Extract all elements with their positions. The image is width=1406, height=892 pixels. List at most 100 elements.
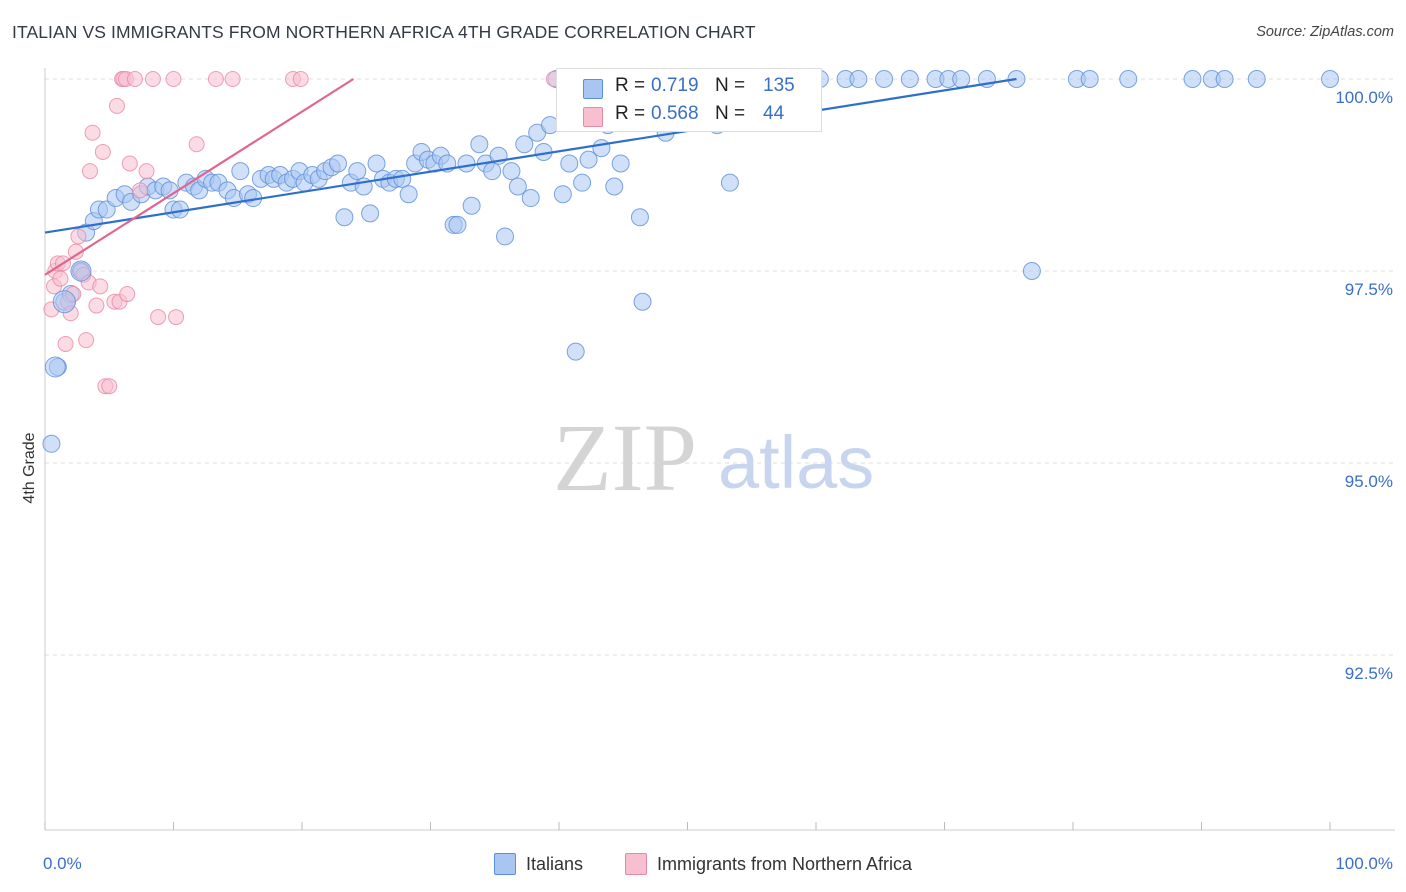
italians-point xyxy=(508,177,527,196)
italians-point xyxy=(521,189,540,208)
italians-point xyxy=(328,154,347,173)
italians-point xyxy=(470,135,489,154)
italians-point xyxy=(1247,70,1266,88)
italians-point xyxy=(457,154,476,173)
tick-labels: 100.0% 97.5% 95.0% 92.5% 0.0% 100.0% xyxy=(43,88,1393,873)
italians-point xyxy=(553,185,572,204)
immigrants-point xyxy=(70,228,87,245)
n-value: 135 xyxy=(763,75,795,96)
n-value: 44 xyxy=(763,103,785,124)
immigrants-point xyxy=(188,136,205,153)
immigrants-point xyxy=(78,332,95,349)
italians-swatch xyxy=(583,79,603,99)
legend-item-immigrants[interactable]: Immigrants from Northern Africa xyxy=(624,850,913,878)
y-tick-label: 100.0% xyxy=(1335,88,1393,107)
trend-lines xyxy=(44,77,1017,276)
italians-point xyxy=(448,215,467,234)
italians-point xyxy=(52,290,76,314)
legend-row-italians: R = 0.719 N = 135 xyxy=(557,73,821,101)
italians-point xyxy=(849,70,868,88)
immigrants-point xyxy=(207,71,224,87)
immigrants-point xyxy=(126,71,143,87)
immigrants-point xyxy=(81,163,98,180)
r-value: 0.719 xyxy=(651,75,699,96)
n-label: N = xyxy=(715,75,746,96)
italians-point xyxy=(483,162,502,181)
chart-title: ITALIAN VS IMMIGRANTS FROM NORTHERN AFRI… xyxy=(12,22,756,42)
legend-item-italians[interactable]: Italians xyxy=(493,850,583,878)
r-label: R = xyxy=(615,75,646,96)
immigrants-point xyxy=(94,143,111,160)
immigrants-point xyxy=(88,297,105,314)
italians-point xyxy=(1215,70,1234,88)
italians-point xyxy=(1022,262,1041,280)
immigrants-point xyxy=(84,124,101,141)
italians-point xyxy=(70,260,92,282)
r-value: 0.568 xyxy=(651,103,699,124)
italians-point xyxy=(42,434,61,453)
italians-point xyxy=(44,356,66,378)
source-credit: Source: ZipAtlas.com xyxy=(1256,24,1394,40)
italians-point xyxy=(720,173,739,192)
x-tick-label: 0.0% xyxy=(43,854,82,873)
italians-point xyxy=(605,177,624,196)
immigrants-point xyxy=(108,97,125,114)
immigrants-point xyxy=(168,309,185,326)
legend-row-immigrants: R = 0.568 N = 44 xyxy=(557,101,821,129)
watermark-atlas: atlas xyxy=(718,421,874,504)
italians-point xyxy=(335,208,354,227)
immigrants-swatch xyxy=(624,853,647,875)
italians-point xyxy=(1321,70,1339,88)
immigrants-point xyxy=(165,71,182,87)
italians-point xyxy=(875,70,894,88)
italians-point xyxy=(515,135,534,154)
y-tick-label: 92.5% xyxy=(1345,664,1393,683)
italians-swatch xyxy=(493,853,516,875)
italians-point xyxy=(1183,70,1202,88)
italians-point xyxy=(367,154,386,173)
italians-point xyxy=(1080,70,1099,88)
y-tick-label: 95.0% xyxy=(1345,472,1393,491)
immigrants-point xyxy=(52,270,69,287)
immigrants-point xyxy=(57,335,74,352)
legend-label: Immigrants from Northern Africa xyxy=(656,853,913,874)
italians-point xyxy=(579,150,598,169)
immigrants-point xyxy=(92,278,109,295)
legend-label: Italians xyxy=(525,853,583,874)
series-legend: Italians Immigrants from Northern Africa xyxy=(0,850,1406,878)
italians-point xyxy=(462,196,481,215)
immigrants-point xyxy=(101,378,118,395)
italians-point xyxy=(399,185,418,204)
immigrants-point xyxy=(67,243,84,260)
italians-point xyxy=(361,204,380,223)
immigrants-point xyxy=(144,71,161,87)
r-label: R = xyxy=(615,103,646,124)
italians-point xyxy=(496,227,515,246)
immigrants-point xyxy=(138,163,155,180)
correlation-legend: R = 0.719 N = 135 R = 0.568 N = 44 xyxy=(556,68,822,132)
grid-lines xyxy=(45,78,1395,656)
italians-point xyxy=(560,154,579,173)
immigrants-point xyxy=(121,155,138,172)
immigrants-point xyxy=(150,309,167,326)
immigrants-point xyxy=(224,71,241,87)
watermark: ZIP atlas xyxy=(553,404,874,511)
italians-point xyxy=(502,162,521,181)
italians-point xyxy=(633,292,652,311)
italians-trend-line xyxy=(44,77,1017,234)
watermark-zip: ZIP xyxy=(553,404,697,511)
italians-point xyxy=(231,162,250,181)
x-tick-label: 100.0% xyxy=(1335,854,1393,873)
immigrants-swatch xyxy=(583,107,603,127)
immigrants-trend-line xyxy=(44,78,354,276)
y-tick-label: 97.5% xyxy=(1345,280,1393,299)
italians-point xyxy=(630,208,649,227)
italians-point xyxy=(573,173,592,192)
immigrants-point xyxy=(119,286,136,303)
italians-point xyxy=(566,342,585,361)
italians-point xyxy=(1119,70,1138,88)
italians-point xyxy=(900,70,919,88)
italians-point xyxy=(348,162,367,181)
italians-point xyxy=(592,139,611,158)
